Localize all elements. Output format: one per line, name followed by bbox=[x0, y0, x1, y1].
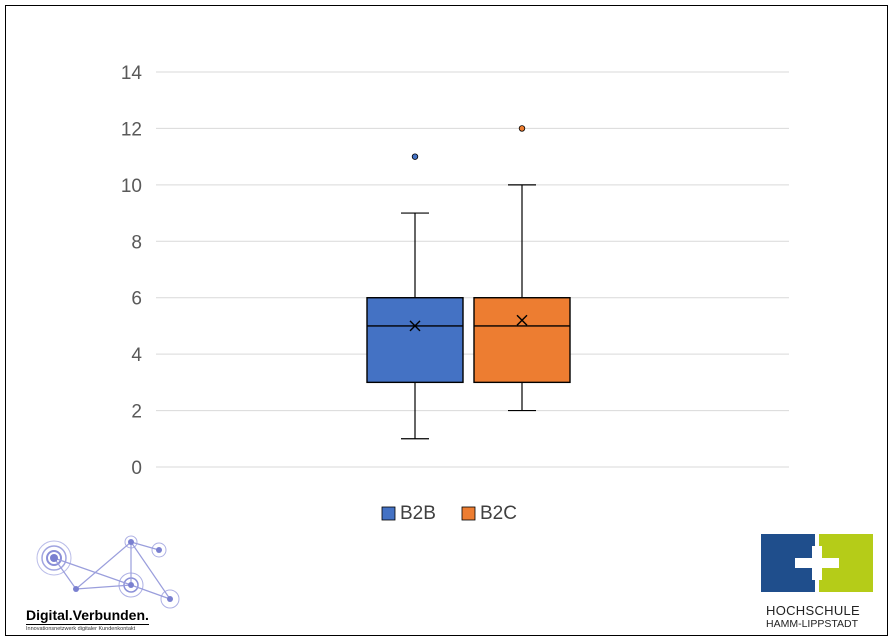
logo-right-line2: HAMM-LIPPSTADT bbox=[766, 618, 858, 630]
logo-right-line1: HOCHSCHULE bbox=[766, 603, 861, 618]
y-tick-label: 4 bbox=[131, 345, 142, 366]
legend-swatch bbox=[461, 506, 476, 521]
y-tick-label: 6 bbox=[131, 289, 142, 310]
outlier-point bbox=[411, 153, 419, 160]
y-axis-ticks: 0 2 4 6 8 10 12 14 bbox=[121, 63, 143, 479]
box-b2b bbox=[366, 153, 464, 440]
box-series bbox=[366, 125, 571, 440]
y-tick-label: 10 bbox=[121, 176, 142, 197]
digital-verbunden-logo-icon bbox=[36, 535, 180, 609]
y-tick-label: 2 bbox=[131, 402, 142, 423]
legend-label: B2B bbox=[400, 503, 436, 524]
y-tick-label: 8 bbox=[131, 232, 142, 253]
y-tick-label: 12 bbox=[121, 119, 142, 140]
slide-frame: 0 2 4 6 8 10 12 14 B2B B2C bbox=[5, 5, 888, 636]
logo-left-subtitle: Innovationsnetzwerk digitaler Kundenkont… bbox=[26, 626, 136, 632]
mean-marker bbox=[516, 314, 528, 326]
legend-label: B2C bbox=[480, 503, 517, 524]
legend-swatch bbox=[381, 506, 396, 521]
legend-item-b2b: B2B bbox=[381, 503, 436, 524]
y-tick-label: 14 bbox=[121, 63, 143, 84]
logo-left-title: Digital.Verbunden. bbox=[26, 607, 149, 625]
y-tick-label: 0 bbox=[131, 458, 142, 479]
mean-marker bbox=[409, 320, 421, 332]
box-iqr bbox=[366, 297, 464, 384]
boxplot-chart: 0 2 4 6 8 10 12 14 B2B B2C bbox=[36, 63, 873, 609]
box-iqr bbox=[473, 297, 571, 384]
grid-lines bbox=[156, 71, 789, 468]
legend-item-b2c: B2C bbox=[461, 503, 517, 524]
outlier-point bbox=[518, 125, 526, 132]
legend: B2B B2C bbox=[381, 503, 517, 524]
hochschule-logo-icon bbox=[761, 534, 873, 592]
box-b2c bbox=[473, 125, 571, 412]
